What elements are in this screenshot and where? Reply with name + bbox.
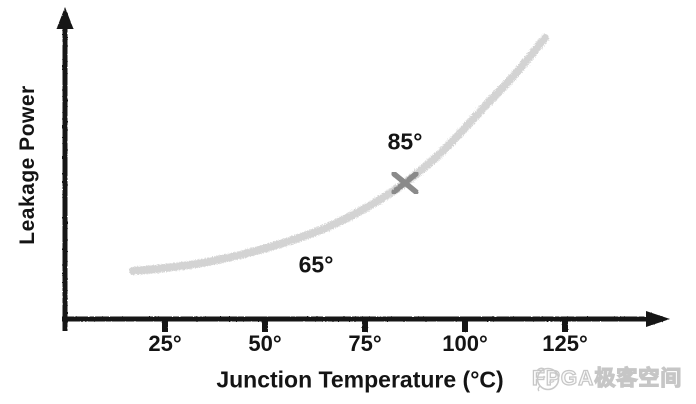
x-tick-label: 75° — [348, 331, 382, 356]
x-axis-arrow-icon — [646, 311, 670, 327]
annotation-label-85deg: 85° — [387, 128, 423, 155]
x-axis-ticks — [162, 318, 568, 332]
x-marker-icon — [391, 171, 419, 195]
y-axis-title: Leakage Power — [16, 85, 39, 245]
x-tick-label: 125° — [542, 331, 588, 356]
x-tick-label: 25° — [148, 331, 182, 356]
x-axis — [62, 311, 670, 332]
mascot-logo-icon — [536, 367, 560, 392]
annotation-label-65deg: 65° — [298, 251, 334, 278]
leakage-power-curve — [129, 34, 549, 275]
x-axis-title: Junction Temperature (°C) — [216, 366, 504, 393]
x-tick-label: 100° — [442, 331, 488, 356]
y-axis-arrow-icon — [56, 7, 74, 29]
watermark-text: FPGA极客空间 — [531, 366, 683, 390]
y-axis — [56, 7, 74, 331]
watermark: FPGA极客空间 — [531, 362, 683, 392]
x-tick-label: 50° — [248, 331, 282, 356]
